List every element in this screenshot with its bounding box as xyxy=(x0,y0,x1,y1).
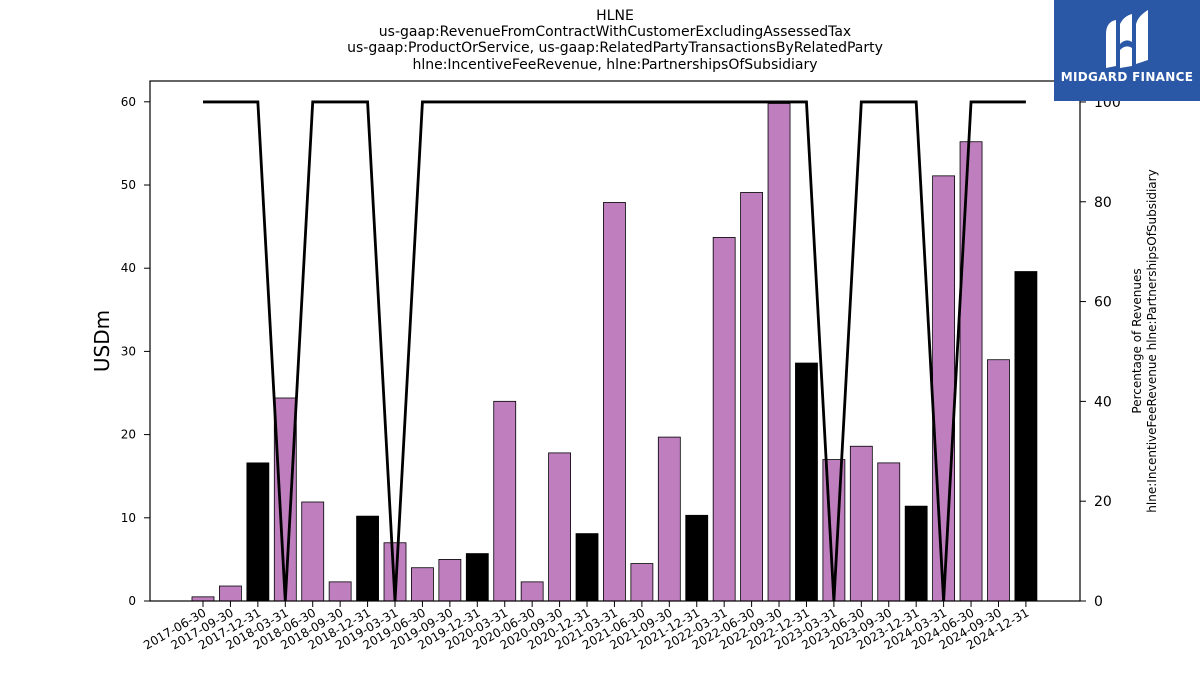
bar-series xyxy=(191,103,1038,602)
chart-title: HLNE us-gaap:RevenueFromContractWithCust… xyxy=(347,8,883,73)
title-line-3: us-gaap:ProductOrService, us-gaap:Relate… xyxy=(347,40,883,56)
y-right-tick-label: 20 xyxy=(1094,494,1112,510)
logo-text: MIDGARD FINANCE xyxy=(1060,70,1194,84)
bar-2024-03-31 xyxy=(932,175,956,602)
y-axis-right-label-line-1: Percentage of Revenues xyxy=(1130,268,1144,413)
bar-2023-06-30 xyxy=(849,445,873,602)
bar-2021-03-31 xyxy=(603,202,626,602)
y-tick-label: 50 xyxy=(121,178,136,192)
bar-2019-12-31 xyxy=(465,553,489,602)
percentage-line xyxy=(203,100,1026,602)
y-axis-left: 0 10 20 30 40 50 60 xyxy=(121,95,150,608)
y-axis-right-label-line-2: hlne:IncentiveFeeRevenue hlne:Partnershi… xyxy=(1145,169,1159,512)
bar-2017-06-30 xyxy=(191,596,215,602)
bar-2024-06-30 xyxy=(959,141,983,602)
bar-2018-12-31 xyxy=(356,515,379,602)
line-series xyxy=(203,100,1026,602)
bar-2019-09-30 xyxy=(438,559,462,602)
bar-2020-12-31 xyxy=(575,533,599,602)
bar-2022-12-31 xyxy=(795,362,818,602)
y-tick-label: 0 xyxy=(128,594,136,608)
bar-2017-12-31 xyxy=(246,462,270,602)
bar-2023-09-30 xyxy=(877,462,901,602)
y-tick-label: 30 xyxy=(121,344,136,358)
y-right-tick-label: 40 xyxy=(1094,394,1112,410)
y-tick-label: 40 xyxy=(121,261,136,275)
bar-2020-06-30 xyxy=(520,581,544,602)
bar-2018-03-31 xyxy=(273,397,297,602)
bar-2018-06-30 xyxy=(301,501,325,602)
bar-2022-09-30 xyxy=(767,103,791,602)
x-axis: 2017-06-302017-09-302017-12-312018-03-31… xyxy=(141,601,1031,652)
bar-2023-12-31 xyxy=(904,505,928,602)
y-tick-label: 20 xyxy=(121,428,136,442)
y-right-tick-label: 60 xyxy=(1094,295,1112,311)
title-line-1: HLNE xyxy=(596,8,634,24)
bar-2017-09-30 xyxy=(219,585,242,602)
bar-2022-06-30 xyxy=(740,192,763,602)
y-right-tick-label: 80 xyxy=(1094,195,1112,211)
bar-2021-06-30 xyxy=(630,563,654,602)
y-tick-label: 10 xyxy=(121,511,136,525)
title-line-2: us-gaap:RevenueFromContractWithCustomerE… xyxy=(379,24,851,40)
plot-frame xyxy=(149,80,1081,602)
bar-2020-03-31 xyxy=(493,400,517,602)
bar-2019-06-30 xyxy=(411,567,434,602)
title-line-4: hlne:IncentiveFeeRevenue, hlne:Partnersh… xyxy=(412,57,817,73)
bar-2024-12-31 xyxy=(1014,271,1038,602)
brand-logo: MIDGARD FINANCE xyxy=(1054,0,1200,101)
bar-2022-03-31 xyxy=(712,237,736,602)
logo-mark-icon xyxy=(1106,10,1148,68)
bar-2024-09-30 xyxy=(987,359,1010,602)
bar-2018-09-30 xyxy=(328,581,352,602)
bar-2021-09-30 xyxy=(657,436,681,602)
bar-2020-09-30 xyxy=(548,452,571,602)
bar-2021-12-31 xyxy=(685,514,709,602)
y-tick-label: 60 xyxy=(121,95,136,109)
y-right-tick-label: 0 xyxy=(1094,594,1103,610)
y-axis-label: USDm xyxy=(90,310,114,372)
